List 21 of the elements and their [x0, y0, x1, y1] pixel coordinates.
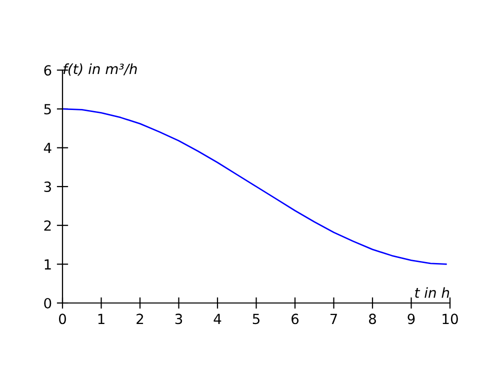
- x-tick-label: 6: [292, 314, 299, 324]
- x-tick-label: 0: [58, 314, 66, 324]
- x-axis-title: t in h: [415, 287, 450, 298]
- x-tick-label: 5: [252, 314, 260, 324]
- x-tick-label: 4: [214, 314, 222, 324]
- x-tick-label: 1: [98, 314, 104, 324]
- x-tick-label: 7: [330, 314, 337, 324]
- y-tick-label: 1: [44, 259, 51, 270]
- x-tick-label: 10: [442, 314, 458, 324]
- y-tick-label: 6: [44, 65, 52, 76]
- y-tick-label: 2: [44, 220, 51, 231]
- y-axis-title: f(t) in m³/h: [63, 63, 137, 76]
- y-tick-label: 5: [44, 104, 51, 114]
- x-tick-label: 8: [369, 314, 376, 324]
- y-tick-label: 4: [44, 142, 52, 154]
- y-tick-label: 3: [44, 182, 51, 192]
- line-series: [62, 108, 447, 265]
- x-tick-label: 9: [408, 314, 415, 324]
- x-tick-label: 3: [175, 314, 182, 324]
- y-tick-label: 0: [44, 298, 52, 308]
- x-tick-label: 2: [136, 314, 144, 324]
